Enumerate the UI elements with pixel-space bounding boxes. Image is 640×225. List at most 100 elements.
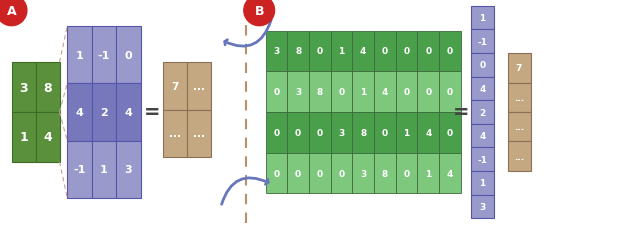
Text: 4: 4 xyxy=(479,85,486,93)
Bar xyxy=(266,32,287,72)
Text: ...: ... xyxy=(514,123,524,132)
Text: 1: 1 xyxy=(479,178,486,187)
Bar xyxy=(471,195,494,218)
Bar xyxy=(396,72,417,112)
Bar xyxy=(331,112,353,153)
Bar xyxy=(92,141,116,198)
Bar xyxy=(374,112,396,153)
Bar xyxy=(67,141,92,198)
Bar xyxy=(508,83,531,112)
Text: B: B xyxy=(255,5,264,18)
Text: 2: 2 xyxy=(100,108,108,117)
Bar xyxy=(471,77,494,101)
Text: 3: 3 xyxy=(479,202,486,211)
Text: ...: ... xyxy=(169,129,181,139)
Text: 1: 1 xyxy=(76,51,83,61)
Text: 0: 0 xyxy=(317,47,323,56)
Bar xyxy=(396,112,417,153)
Bar xyxy=(309,32,331,72)
Bar xyxy=(439,72,461,112)
Text: 3: 3 xyxy=(19,81,28,94)
Text: =: = xyxy=(452,103,469,122)
Bar xyxy=(417,112,439,153)
Text: 3: 3 xyxy=(360,169,366,178)
Text: 4: 4 xyxy=(76,108,83,117)
Text: A: A xyxy=(6,5,17,18)
Text: ...: ... xyxy=(193,129,205,139)
Text: 3: 3 xyxy=(295,88,301,97)
Text: 8: 8 xyxy=(44,81,52,94)
Bar xyxy=(508,54,531,83)
Bar xyxy=(374,72,396,112)
Bar xyxy=(417,153,439,194)
Text: 0: 0 xyxy=(425,47,431,56)
Text: 7: 7 xyxy=(172,82,179,92)
Bar xyxy=(439,112,461,153)
Bar xyxy=(471,101,494,124)
Text: 0: 0 xyxy=(447,128,453,137)
Text: 4: 4 xyxy=(425,128,431,137)
Text: 0: 0 xyxy=(273,169,280,178)
Bar xyxy=(67,84,92,141)
Text: 0: 0 xyxy=(339,169,344,178)
Bar xyxy=(116,141,141,198)
Text: 0: 0 xyxy=(447,47,453,56)
Text: 0: 0 xyxy=(403,169,410,178)
Text: 4: 4 xyxy=(447,169,453,178)
Bar xyxy=(187,110,211,158)
Text: 1: 1 xyxy=(425,169,431,178)
Text: 1: 1 xyxy=(403,128,410,137)
Bar xyxy=(309,153,331,194)
Bar xyxy=(471,171,494,195)
Bar xyxy=(417,72,439,112)
Bar xyxy=(353,32,374,72)
Bar xyxy=(471,54,494,77)
Bar xyxy=(35,63,60,112)
Bar xyxy=(471,148,494,171)
Text: 8: 8 xyxy=(295,47,301,56)
Text: 4: 4 xyxy=(479,132,486,140)
Bar xyxy=(353,72,374,112)
Text: 1: 1 xyxy=(360,88,366,97)
Text: 0: 0 xyxy=(425,88,431,97)
Bar xyxy=(396,32,417,72)
Bar xyxy=(287,153,309,194)
Text: 4: 4 xyxy=(125,108,132,117)
Bar xyxy=(287,32,309,72)
Bar xyxy=(309,72,331,112)
Bar xyxy=(417,32,439,72)
Text: 0: 0 xyxy=(479,61,486,70)
Bar xyxy=(331,153,353,194)
Text: 0: 0 xyxy=(125,51,132,61)
Text: 0: 0 xyxy=(447,88,453,97)
Bar xyxy=(187,63,211,110)
Text: 0: 0 xyxy=(273,88,280,97)
Ellipse shape xyxy=(0,0,27,27)
Text: 4: 4 xyxy=(381,88,388,97)
Bar xyxy=(353,112,374,153)
Text: ...: ... xyxy=(193,82,205,92)
Text: 3: 3 xyxy=(273,47,280,56)
Bar xyxy=(12,112,35,162)
Text: 7: 7 xyxy=(516,64,522,73)
Text: 4: 4 xyxy=(360,47,366,56)
Text: 0: 0 xyxy=(295,128,301,137)
Text: 8: 8 xyxy=(360,128,366,137)
Bar xyxy=(287,112,309,153)
Bar xyxy=(374,32,396,72)
Text: 0: 0 xyxy=(317,128,323,137)
Bar xyxy=(439,32,461,72)
Text: 0: 0 xyxy=(317,169,323,178)
Bar xyxy=(92,27,116,84)
Text: =: = xyxy=(143,103,160,122)
Bar xyxy=(266,153,287,194)
Text: 2: 2 xyxy=(479,108,486,117)
Bar xyxy=(471,30,494,54)
Bar xyxy=(266,72,287,112)
Text: 8: 8 xyxy=(382,169,388,178)
Text: -1: -1 xyxy=(98,51,110,61)
Bar xyxy=(163,110,187,158)
Text: 4: 4 xyxy=(43,131,52,144)
Bar xyxy=(266,112,287,153)
Bar xyxy=(331,32,353,72)
